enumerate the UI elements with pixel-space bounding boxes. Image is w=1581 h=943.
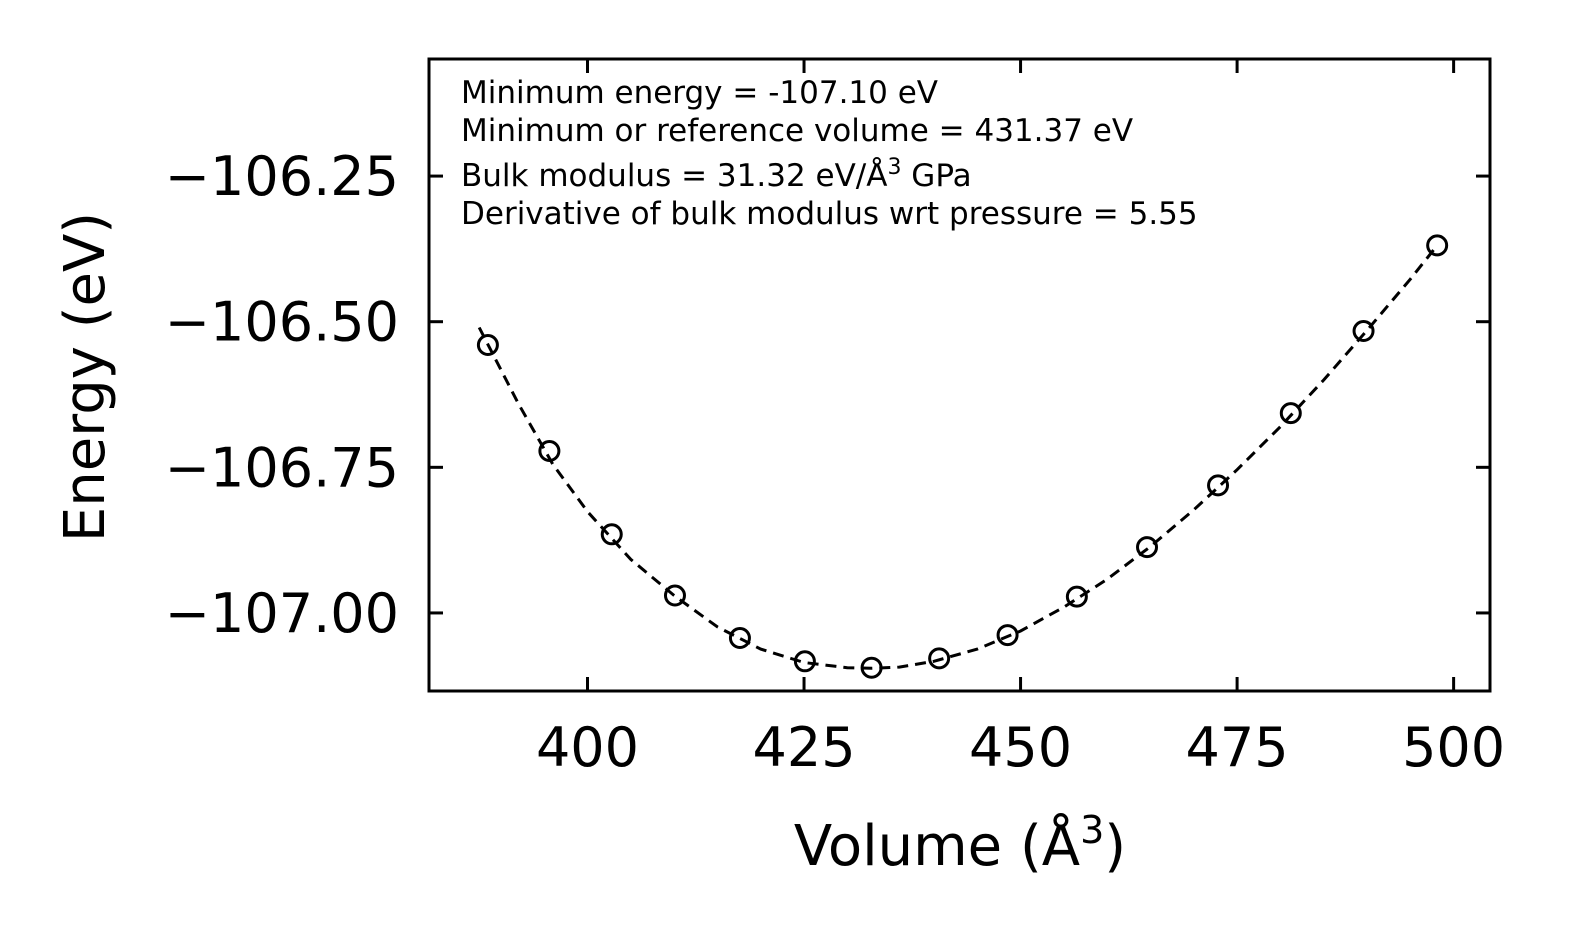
data-point [1279,402,1302,425]
x-axis-label-sup: 3 [1080,808,1104,852]
x-tick-label: 450 [969,716,1072,779]
data-point [1426,234,1449,257]
data-point [1207,474,1230,497]
data-point [728,626,751,649]
data-point [793,650,816,673]
x-tick-label: 500 [1402,716,1505,779]
y-axis-label: Energy (eV) [53,212,118,542]
x-tick-label: 400 [536,716,639,779]
annotation-box: Minimum energy = -107.10 eV Minimum or r… [461,75,1198,232]
data-point [476,334,499,357]
y-tick-label: −106.50 [165,291,399,354]
data-point [1352,320,1375,343]
x-tick-label: 425 [752,716,855,779]
data-points-layer [476,234,1449,679]
fit-curve-layer [477,244,1439,670]
plot-frame [427,57,1492,693]
data-point [663,584,686,607]
annotation-bulk-modulus: Bulk modulus = 31.32 eV/Å3 GPa [461,155,972,194]
data-point [600,523,623,546]
data-point [996,624,1019,647]
data-point [1065,585,1088,608]
annotation-bulk-modulus-sup: 3 [887,155,901,180]
data-point [538,440,561,463]
y-tick-label: −106.25 [165,145,399,208]
x-tick-label: 475 [1186,716,1289,779]
data-point [860,656,883,679]
data-point [928,647,951,670]
annotation-bulk-modulus-text: Bulk modulus = 31.32 eV/Å [461,158,887,194]
y-tick-label: −106.75 [165,436,399,499]
x-axis-label-close: ) [1104,814,1126,879]
annotation-bulk-modulus-suffix: GPa [901,158,971,194]
data-point [1136,536,1159,559]
y-tick-label: −107.00 [165,582,399,645]
fit-curve [477,244,1439,670]
x-axis-label: Volume (Å3) [794,808,1126,879]
annotation-min-volume: Minimum or reference volume = 431.37 eV [461,113,1133,149]
axis-ticks: 400 425 450 475 500 −106.25 −106.50 −106.75 −107… [165,59,1505,779]
annotation-bulk-derivative: Derivative of bulk modulus wrt pressure … [461,196,1198,232]
annotation-min-energy: Minimum energy = -107.10 eV [461,75,938,111]
x-axis-label-text: Volume (Å [794,813,1080,879]
